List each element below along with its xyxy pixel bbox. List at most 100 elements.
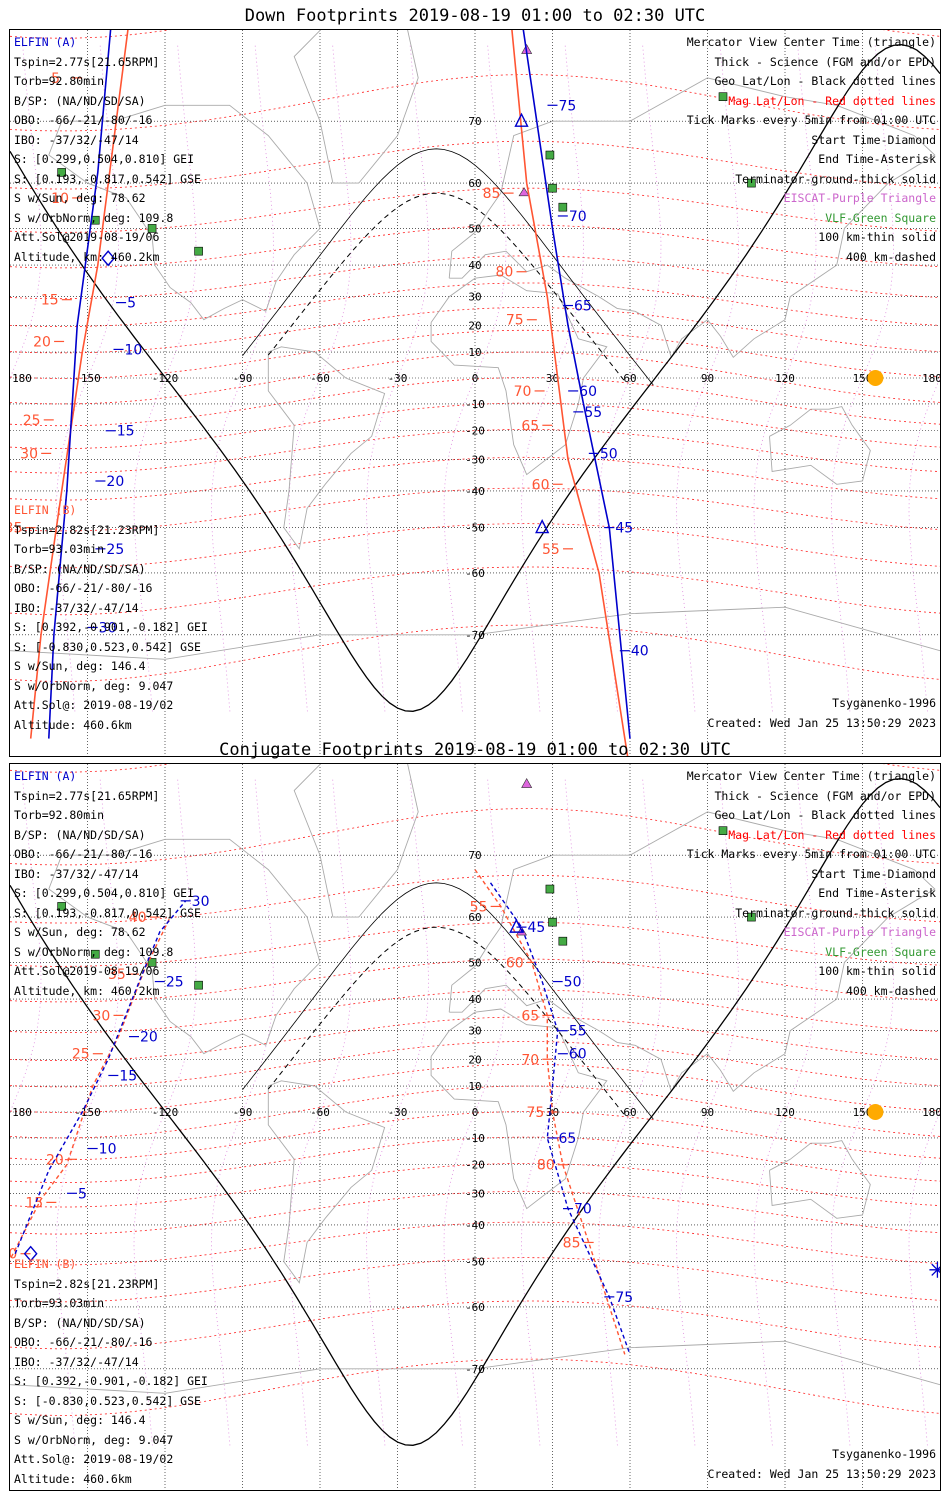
tick-label: 75 bbox=[527, 1105, 545, 1121]
tick-label: 60 bbox=[506, 955, 524, 971]
lat-label: -30 bbox=[465, 453, 485, 466]
mag-meridian bbox=[56, 778, 119, 1446]
tick-label: 25 bbox=[23, 413, 41, 429]
mag-parallel bbox=[10, 1358, 940, 1416]
view-center-triangle bbox=[514, 112, 529, 127]
mag-parallel bbox=[10, 1111, 940, 1161]
coastline bbox=[10, 606, 940, 660]
tick-label: 20 bbox=[140, 1030, 158, 1046]
info-line: S w/Sun, deg: 78.62 bbox=[14, 191, 146, 205]
legend-item: Mag Lat/Lon - Red dotted lines bbox=[728, 827, 936, 842]
tick-label: 30 bbox=[93, 1008, 111, 1024]
mag-parallel bbox=[10, 1190, 940, 1235]
tick-label: 20 bbox=[106, 474, 124, 490]
mag-parallel bbox=[10, 329, 940, 379]
lon-label: 90 bbox=[701, 372, 714, 385]
tick-label: 55 bbox=[470, 899, 488, 915]
down-title: Down Footprints 2019-08-19 01:00 to 02:3… bbox=[244, 6, 706, 26]
mag-parallel bbox=[10, 1063, 940, 1113]
vlf-green-square bbox=[147, 224, 157, 233]
info-line: Att.Sol@: 2019-08-19/02 bbox=[14, 698, 174, 712]
tick-label: 80 bbox=[537, 1158, 555, 1174]
lat-label: -40 bbox=[465, 485, 485, 498]
legend-item: Start Time-Diamond bbox=[811, 132, 936, 147]
legend-item: 100 km-thin solid bbox=[818, 230, 936, 244]
tick-label: 20 bbox=[33, 334, 51, 350]
mag-parallel bbox=[10, 921, 940, 967]
info-line: Altitude, km: 460.2km bbox=[14, 983, 160, 998]
track-line bbox=[489, 882, 631, 1355]
track-line bbox=[48, 30, 112, 739]
legend-item: Geo Lat/Lon - Black dotted lines bbox=[714, 74, 936, 88]
tick-label: 45 bbox=[615, 521, 633, 537]
conj-title: Conjugate Footprints 2019-08-19 01:00 to… bbox=[219, 740, 731, 760]
tick-label: 5 bbox=[78, 1186, 87, 1202]
lon-label: -150 bbox=[74, 1106, 101, 1119]
track-line bbox=[522, 30, 631, 739]
tick-label: 60 bbox=[569, 1047, 587, 1063]
info-line: Tspin=2.77s[21.65RPM] bbox=[14, 54, 160, 69]
lon-label: 0 bbox=[472, 372, 479, 385]
coastline bbox=[293, 30, 419, 184]
mag-meridian bbox=[598, 778, 662, 1446]
tick-label: 35 bbox=[10, 521, 22, 537]
axis-labels: 180 -150 -120 -90 -60 -30 0 30 60 90 120 150 180 70 60… bbox=[12, 849, 940, 1376]
tick-label: 80 bbox=[496, 265, 514, 281]
mag-parallel bbox=[10, 307, 940, 354]
lon-label: 150 bbox=[853, 372, 873, 385]
track-line bbox=[14, 900, 187, 1254]
mag-parallel bbox=[10, 1041, 940, 1088]
tick-label: 25 bbox=[166, 975, 184, 991]
mag-parallel bbox=[10, 351, 940, 405]
mag-grid bbox=[10, 764, 940, 1446]
lon-label: -60 bbox=[310, 1106, 330, 1119]
vlf-green-square bbox=[194, 980, 203, 990]
info-line: Att.Sol@: 2019-08-19/02 bbox=[14, 1452, 174, 1466]
info-line: S: [0.299,0.504,0.810] GEI bbox=[14, 886, 195, 900]
info-line: Altitude: 460.6km bbox=[14, 717, 132, 732]
coastline bbox=[10, 1340, 940, 1394]
tick-label: 15 bbox=[119, 1068, 137, 1084]
info-line: OBO: -66/-21/-80/-16 bbox=[14, 1335, 153, 1349]
mag-meridian bbox=[366, 44, 429, 712]
vlf-green-square bbox=[558, 936, 568, 946]
info-line: S: [0.299,0.504,0.810] GEI bbox=[14, 152, 195, 166]
lat-label: 20 bbox=[468, 1053, 481, 1066]
mag-parallel bbox=[10, 1300, 940, 1350]
legend-item: 400 km-dashed bbox=[845, 249, 936, 264]
elfin-b-info: ELFIN (B) Tspin=2.82s[21.23RPM] Torb=93.03… bbox=[14, 1255, 208, 1489]
mag-parallel bbox=[10, 1085, 940, 1139]
tick-label: 15 bbox=[117, 424, 135, 440]
tick-label: 30 bbox=[20, 446, 38, 462]
info-line: Tspin=2.77s[21.65RPM] bbox=[14, 788, 160, 803]
legend-item: Terminator-ground-thick solid bbox=[735, 171, 936, 186]
legend: Mercator View Center Time (triangle) Thic… bbox=[687, 767, 936, 1001]
legend-item: VLF-Green Square bbox=[825, 210, 936, 225]
model-label: Tsyganenko-1996 bbox=[832, 1447, 936, 1461]
sun-icon bbox=[867, 370, 884, 386]
tick-label: 10 bbox=[125, 342, 143, 358]
mag-meridian bbox=[56, 44, 119, 712]
mag-parallel bbox=[10, 255, 940, 300]
mag-meridian bbox=[443, 778, 507, 1446]
mag-meridian bbox=[676, 44, 739, 712]
lat-label: 60 bbox=[468, 911, 481, 924]
info-line: Altitude, km: 460.2km bbox=[14, 249, 160, 264]
elfin-a-info: ELFIN (A) Tspin=2.77s[21.65RPM] Torb=92.80… bbox=[14, 33, 201, 267]
track-line bbox=[29, 30, 129, 739]
mag-meridian bbox=[753, 44, 817, 712]
tick-label: 15 bbox=[25, 1195, 43, 1211]
vlf-green-square bbox=[57, 168, 66, 177]
mag-meridian bbox=[676, 778, 739, 1446]
tick-label: 30 bbox=[99, 620, 117, 636]
elfin-header: ELFIN (A) bbox=[14, 769, 77, 783]
mag-meridian bbox=[211, 778, 274, 1446]
info-line: OBO: -66/-21/-80/-16 bbox=[14, 581, 153, 595]
legend-item: End Time-Asterisk bbox=[818, 886, 936, 900]
mag-meridian bbox=[753, 778, 817, 1446]
lat-label: -40 bbox=[465, 1219, 485, 1232]
axis-labels: 180 -150 -120 -90 -60 -30 0 30 60 90 120 150 180 70 60… bbox=[12, 115, 940, 642]
vlf-sites bbox=[57, 826, 756, 990]
view-center-triangle bbox=[509, 918, 524, 933]
